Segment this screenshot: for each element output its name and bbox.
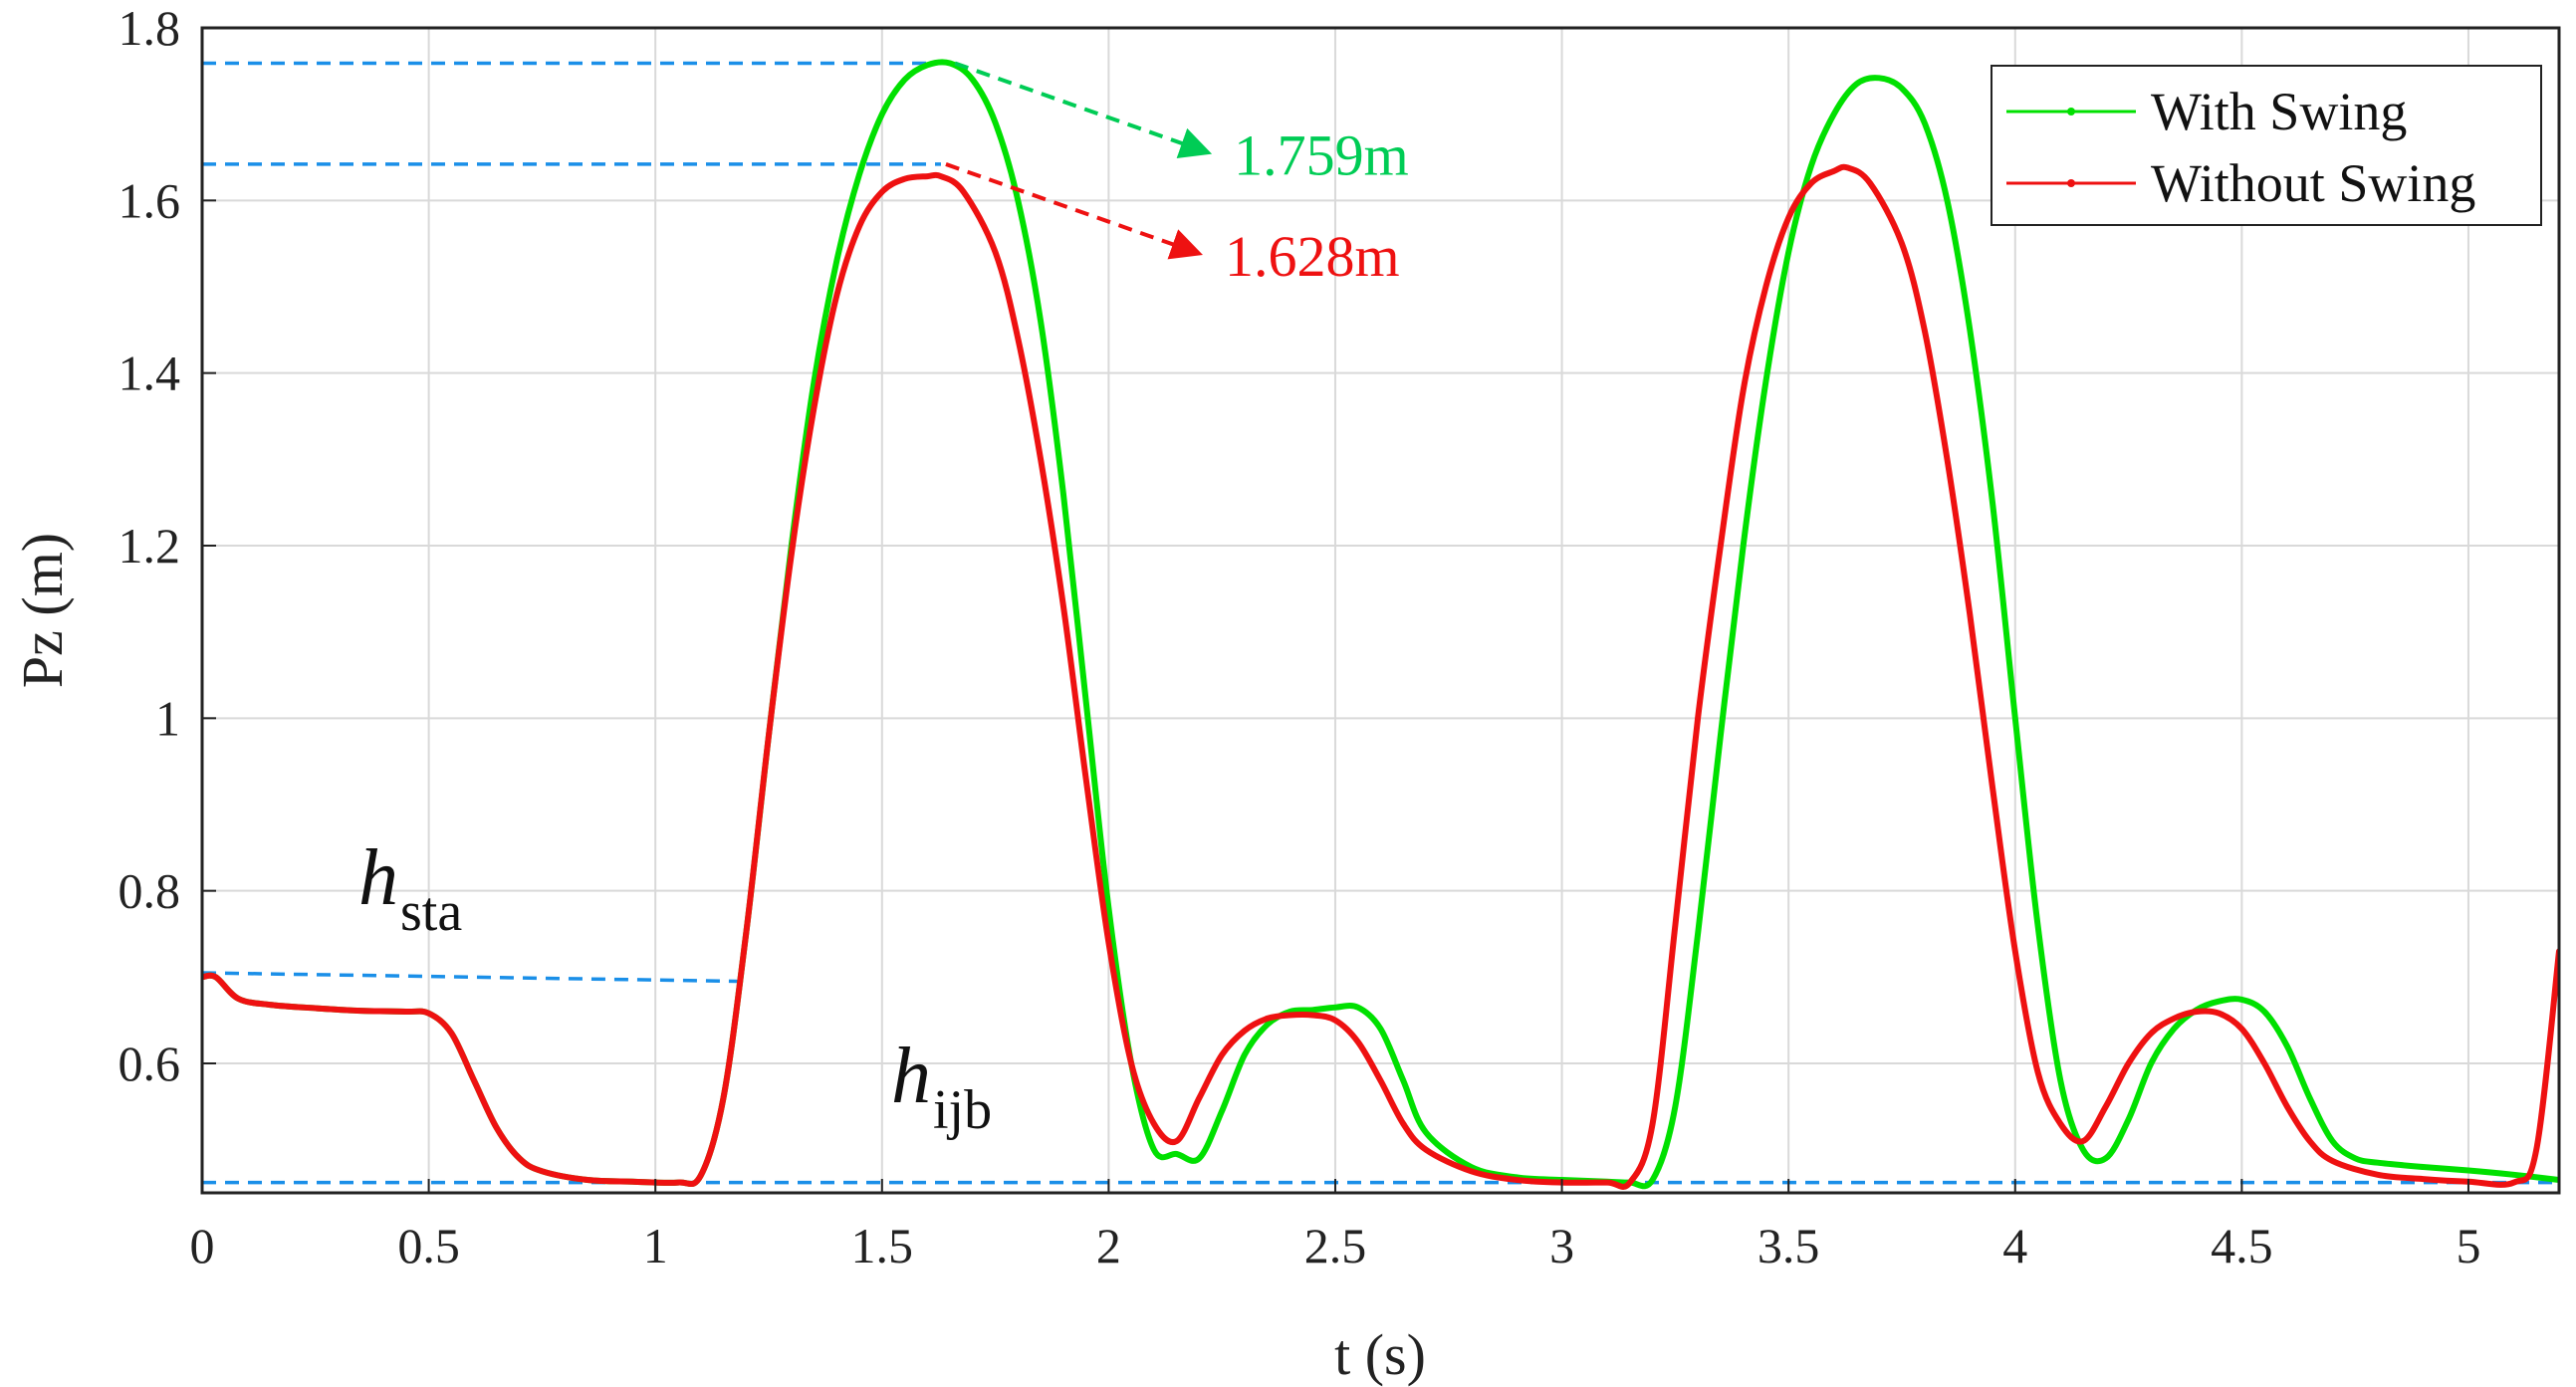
y-tick-label: 1.6 xyxy=(118,172,181,228)
x-tick-label: 1.5 xyxy=(851,1218,914,1273)
y-tick-label: 1 xyxy=(155,690,180,746)
legend-label-with-swing: With Swing xyxy=(2151,82,2407,141)
series-group xyxy=(202,59,2559,1190)
x-axis-label: t (s) xyxy=(1334,1322,1426,1387)
y-tick-label: 1.8 xyxy=(118,0,181,56)
reference-line-h-sta xyxy=(202,971,747,984)
y-tick-label: 1.2 xyxy=(118,518,181,574)
x-tick-label: 0 xyxy=(190,1218,215,1273)
y-axis-ticks: 0.6 0.8 1 1.2 1.4 1.6 1.8 xyxy=(118,0,216,1091)
h-ijb-label: hijb xyxy=(891,1033,992,1141)
x-tick-label: 4.5 xyxy=(2211,1218,2273,1273)
h-ijb-subscript: ijb xyxy=(933,1079,992,1141)
annotation-arrow xyxy=(954,61,1213,159)
series-line-without-swing xyxy=(202,163,2559,1190)
x-tick-label: 2 xyxy=(1096,1218,1121,1273)
x-tick-label: 4 xyxy=(2002,1218,2027,1273)
h-labels: hsta hijb xyxy=(358,834,992,1141)
annotation-label: 1.759m xyxy=(1234,123,1409,188)
x-tick-label: 1 xyxy=(643,1218,668,1273)
legend-marker-without-swing xyxy=(2067,179,2075,187)
x-tick-label: 5 xyxy=(2456,1218,2480,1273)
y-tick-label: 1.4 xyxy=(118,346,181,401)
annotations: 1.759m 1.628m xyxy=(945,61,1409,289)
y-axis-label: Pz (m) xyxy=(10,533,75,688)
h-sta-subscript: sta xyxy=(400,881,462,943)
plot-frame xyxy=(200,26,2561,1195)
legend-marker-with-swing xyxy=(2067,108,2075,116)
x-tick-label: 2.5 xyxy=(1304,1218,1367,1273)
legend-box xyxy=(1991,65,2542,226)
x-axis-ticks: 0 0.5 1 1.5 2 2.5 3 3.5 4 4.5 5 xyxy=(190,1179,2480,1273)
legend-label-without-swing: Without Swing xyxy=(2151,153,2475,213)
h-ijb-main: h xyxy=(891,1033,931,1120)
h-sta-main: h xyxy=(358,834,398,922)
annotation-label: 1.628m xyxy=(1225,224,1400,289)
annotation-arrow xyxy=(945,162,1203,260)
x-tick-label: 3 xyxy=(1549,1218,1574,1273)
y-tick-label: 0.6 xyxy=(118,1036,181,1091)
legend: With Swing Without Swing xyxy=(1991,65,2542,226)
h-sta-label: hsta xyxy=(358,834,462,943)
x-tick-label: 0.5 xyxy=(397,1218,460,1273)
x-tick-label: 3.5 xyxy=(1757,1218,1820,1273)
y-tick-label: 0.8 xyxy=(118,863,181,919)
